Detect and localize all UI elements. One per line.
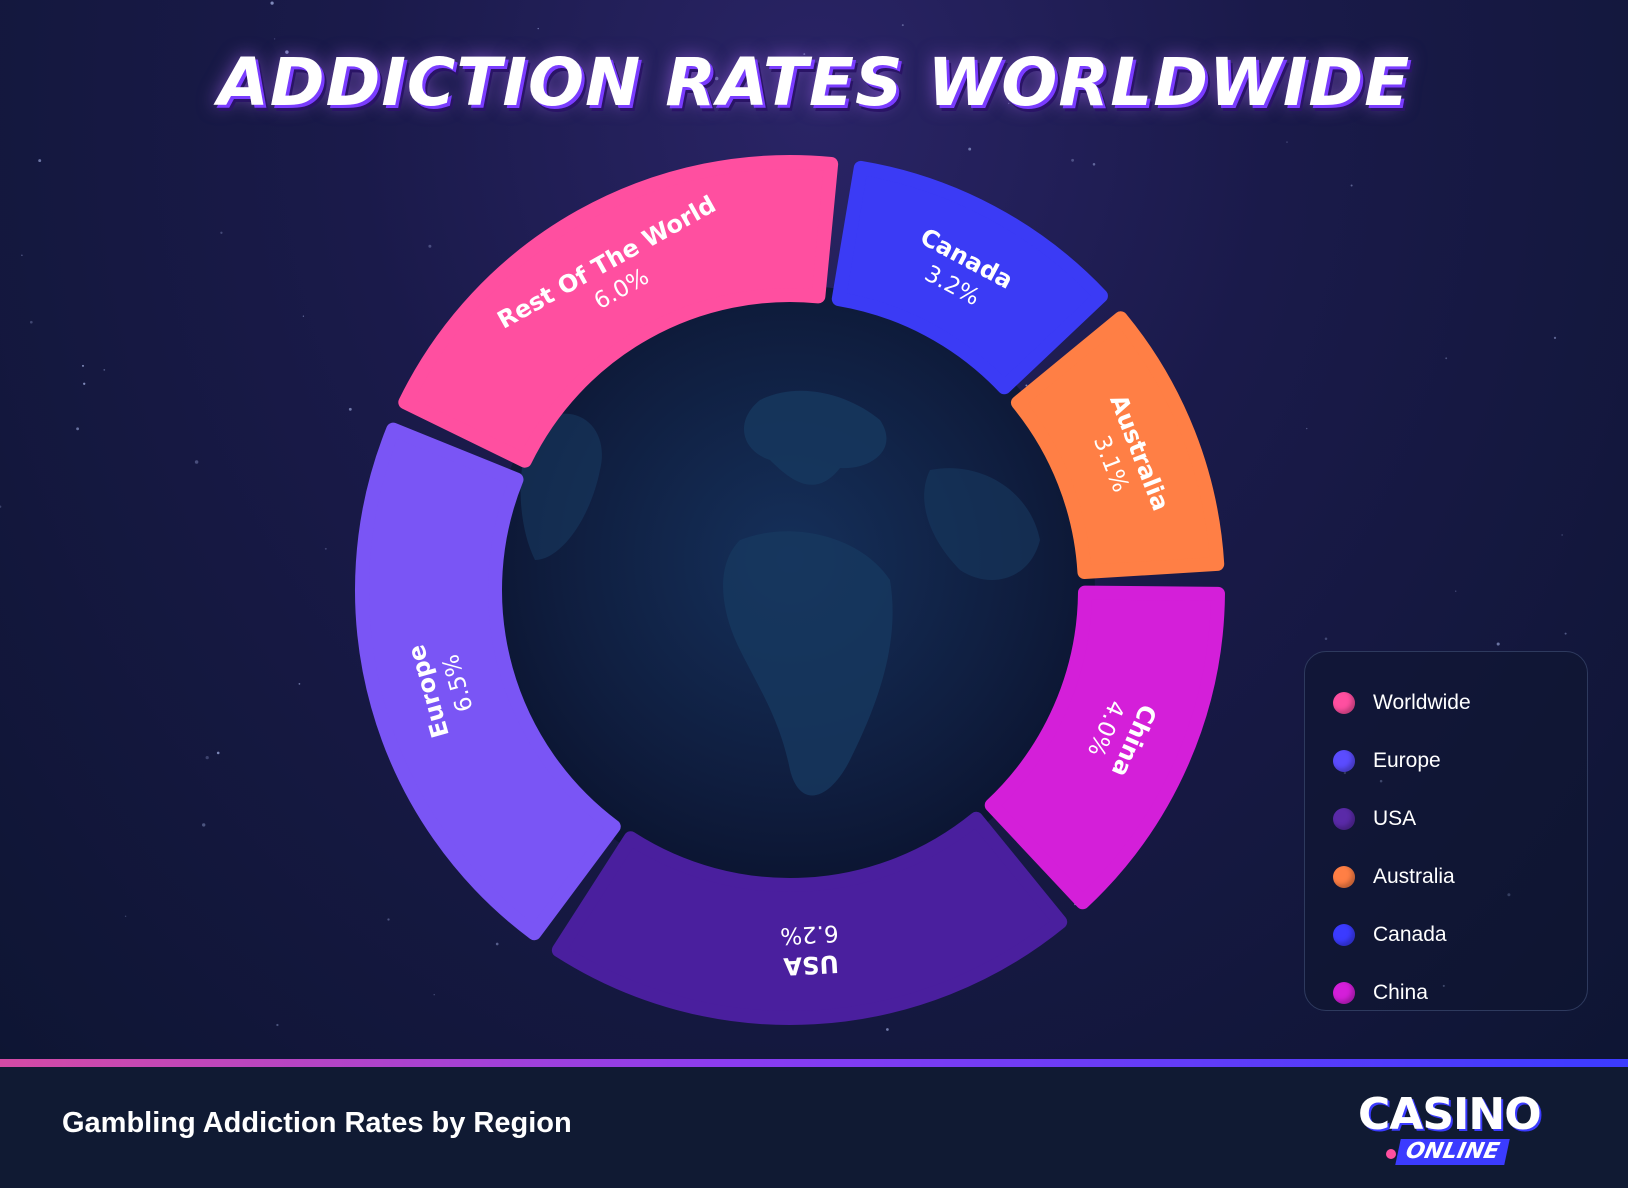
legend-item: USA xyxy=(1333,790,1587,848)
star xyxy=(302,315,305,317)
star xyxy=(387,918,390,921)
star xyxy=(428,244,432,248)
star xyxy=(886,1028,889,1031)
star xyxy=(216,751,220,755)
legend-label: China xyxy=(1373,981,1428,1004)
chart-legend: Worldwide Europe USA Australia Canada China xyxy=(1304,651,1588,1011)
star xyxy=(276,1023,279,1027)
star xyxy=(273,38,276,40)
star xyxy=(21,254,23,256)
star xyxy=(29,320,33,324)
legend-label: USA xyxy=(1373,807,1417,830)
star xyxy=(1445,357,1448,360)
legend-swatch xyxy=(1333,692,1355,714)
legend-item: Worldwide xyxy=(1333,674,1587,732)
star xyxy=(1069,78,1072,81)
star xyxy=(1306,427,1308,430)
star xyxy=(901,24,904,27)
star xyxy=(1350,184,1353,187)
star xyxy=(285,50,289,54)
star xyxy=(1455,590,1457,592)
star xyxy=(1496,642,1500,646)
star xyxy=(1286,141,1288,143)
globe-illustration xyxy=(485,285,1095,895)
star xyxy=(324,547,327,550)
star xyxy=(1561,534,1563,536)
legend-item: Canada xyxy=(1333,906,1587,964)
legend-swatch xyxy=(1333,808,1355,830)
legend-item: China xyxy=(1333,964,1587,1022)
star xyxy=(1092,163,1096,166)
star xyxy=(1564,632,1567,635)
donut-segment-europe xyxy=(355,422,621,941)
donut-segment-rest-of-the-world xyxy=(398,155,839,468)
star xyxy=(202,823,206,827)
legend-swatch xyxy=(1333,982,1355,1004)
star xyxy=(194,460,199,464)
star xyxy=(270,1,274,5)
star xyxy=(1014,88,1017,91)
footer: Gambling Addiction Rates by Region CASIN… xyxy=(0,1067,1628,1188)
legend-label: Europe xyxy=(1373,749,1441,772)
legend-swatch xyxy=(1333,924,1355,946)
donut-segment-china xyxy=(984,585,1225,910)
star xyxy=(348,407,352,411)
star xyxy=(1324,637,1328,641)
star xyxy=(495,942,499,946)
donut-segment-usa xyxy=(551,811,1068,1025)
star xyxy=(298,683,301,685)
legend-swatch xyxy=(1333,866,1355,888)
star xyxy=(76,427,80,431)
star xyxy=(220,231,223,234)
star xyxy=(968,147,972,151)
legend-item: Australia xyxy=(1333,848,1587,906)
star xyxy=(38,159,42,163)
donut-segment-australia xyxy=(1010,311,1225,580)
footer-divider xyxy=(0,1059,1628,1067)
casino-online-logo: CASINO ONLINE xyxy=(1358,1089,1568,1165)
donut-segment-canada xyxy=(831,160,1108,395)
segment-value: 6.2% xyxy=(779,919,839,948)
star xyxy=(714,76,719,81)
star xyxy=(1007,102,1010,105)
legend-label: Australia xyxy=(1373,865,1455,888)
logo-subtext: ONLINE xyxy=(1395,1139,1510,1165)
star xyxy=(1025,384,1028,387)
star xyxy=(803,53,806,56)
legend-item: Europe xyxy=(1333,732,1587,790)
logo-dot xyxy=(1386,1149,1396,1159)
star xyxy=(124,915,127,917)
logo-wordmark: CASINO xyxy=(1358,1089,1542,1140)
star xyxy=(81,364,85,367)
star xyxy=(205,755,209,760)
star xyxy=(537,27,539,30)
star xyxy=(0,505,2,508)
legend-swatch xyxy=(1333,750,1355,772)
footer-caption: Gambling Addiction Rates by Region xyxy=(62,1107,572,1139)
star xyxy=(83,382,86,385)
legend-label: Canada xyxy=(1373,923,1447,946)
legend-label: Worldwide xyxy=(1373,691,1471,714)
star xyxy=(433,994,435,996)
segment-label: USA xyxy=(782,949,839,980)
chart-title: ADDICTION RATES WORLDWIDE xyxy=(217,44,1411,121)
star xyxy=(1553,336,1557,340)
star xyxy=(1071,158,1075,162)
star xyxy=(103,369,106,371)
